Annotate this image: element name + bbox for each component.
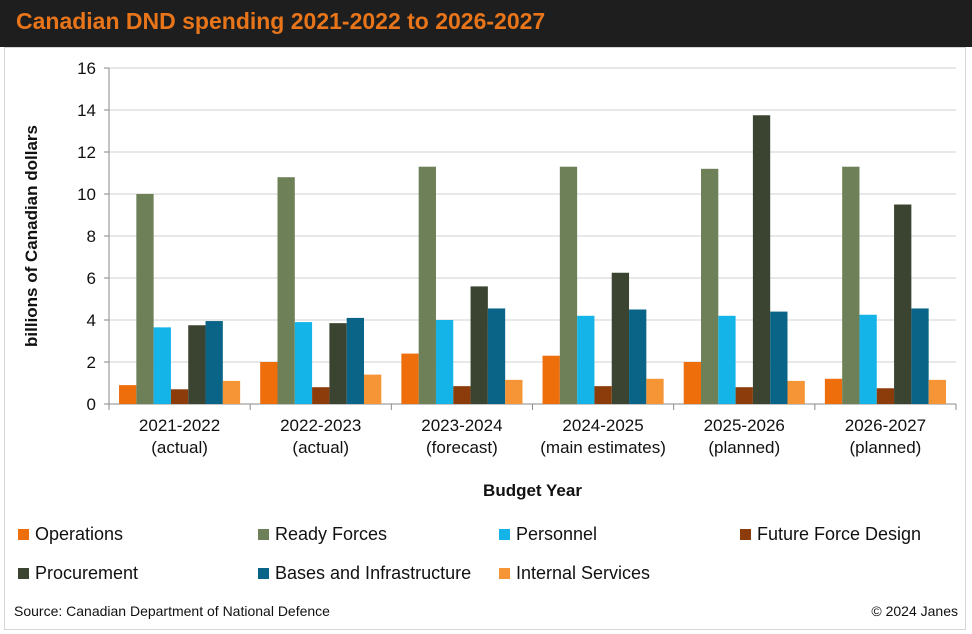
bar-bases-and-infrastructure xyxy=(629,309,647,404)
legend-swatch xyxy=(499,529,510,540)
legend-swatch xyxy=(740,529,751,540)
bar-ready-forces xyxy=(842,166,860,404)
legend-label: Procurement xyxy=(35,563,139,583)
legend-label: Bases and Infrastructure xyxy=(275,563,472,583)
bar-procurement xyxy=(611,272,630,404)
bar-operations xyxy=(401,353,419,404)
x-axis-title: Budget Year xyxy=(483,481,582,500)
x-tick-label: (main estimates) xyxy=(540,438,666,457)
legend-swatch xyxy=(18,529,29,540)
bar-internal-services xyxy=(222,380,241,404)
source-note: Source: Canadian Department of National … xyxy=(14,603,330,619)
y-tick-label: 6 xyxy=(87,269,96,288)
x-tick-label: (actual) xyxy=(151,438,208,457)
bar-operations xyxy=(260,362,278,404)
copyright-note: © 2024 Janes xyxy=(871,603,958,619)
bar-operations xyxy=(542,355,560,404)
bar-ready-forces xyxy=(559,166,578,404)
bar-future-force-design xyxy=(594,386,612,404)
x-tick-label: 2024-2025 xyxy=(562,416,643,435)
bar-future-force-design xyxy=(735,387,753,404)
x-tick-label: (planned) xyxy=(850,438,922,457)
bar-procurement xyxy=(188,325,206,404)
bar-personnel xyxy=(577,315,595,404)
bar-internal-services xyxy=(505,379,523,404)
bar-personnel xyxy=(153,327,171,404)
bar-ready-forces xyxy=(418,166,436,404)
bar-ready-forces xyxy=(136,194,154,404)
legend-label: Future Force Design xyxy=(757,524,922,544)
bar-internal-services xyxy=(787,380,805,404)
legend-item: Personnel xyxy=(499,524,597,545)
legend-item: Future Force Design xyxy=(740,524,921,545)
y-tick-label: 14 xyxy=(77,101,96,120)
bar-future-force-design xyxy=(312,387,330,404)
bar-ready-forces xyxy=(277,177,295,404)
bar-personnel xyxy=(718,315,736,404)
bar-bases-and-infrastructure xyxy=(487,308,506,404)
y-tick-label: 10 xyxy=(77,185,96,204)
legend-swatch xyxy=(258,568,269,579)
legend-item: Bases and Infrastructure xyxy=(258,563,471,584)
bar-future-force-design xyxy=(170,389,189,404)
bar-internal-services xyxy=(364,374,382,404)
bar-bases-and-infrastructure xyxy=(346,317,364,404)
legend-item: Operations xyxy=(18,524,123,545)
x-tick-label: 2026-2027 xyxy=(845,416,926,435)
bar-procurement xyxy=(894,204,912,404)
bar-personnel xyxy=(859,314,877,404)
x-tick-label: 2021-2022 xyxy=(139,416,220,435)
bar-bases-and-infrastructure xyxy=(205,321,223,404)
legend-item: Procurement xyxy=(18,563,138,584)
x-tick-label: 2022-2023 xyxy=(280,416,361,435)
x-tick-label: 2023-2024 xyxy=(421,416,502,435)
bar-operations xyxy=(683,362,701,404)
bar-internal-services xyxy=(646,378,664,404)
bar-ready-forces xyxy=(701,168,719,404)
y-axis-title: billions of Canadian dollars xyxy=(22,125,41,347)
y-tick-label: 2 xyxy=(87,353,96,372)
x-tick-label: (planned) xyxy=(708,438,780,457)
legend-swatch xyxy=(258,529,269,540)
y-tick-label: 4 xyxy=(87,311,96,330)
x-tick-label: (actual) xyxy=(292,438,349,457)
x-tick-label: 2025-2026 xyxy=(704,416,785,435)
bar-bases-and-infrastructure xyxy=(911,308,929,404)
chart-title: Canadian DND spending 2021-2022 to 2026-… xyxy=(16,8,546,34)
bar-internal-services xyxy=(928,379,946,404)
legend-swatch xyxy=(18,568,29,579)
bar-future-force-design xyxy=(876,388,895,404)
bar-bases-and-infrastructure xyxy=(770,311,788,404)
bar-operations xyxy=(824,378,843,404)
y-tick-label: 16 xyxy=(77,59,96,78)
legend-item: Internal Services xyxy=(499,563,650,584)
legend-label: Ready Forces xyxy=(275,524,388,544)
title-bar: Canadian DND spending 2021-2022 to 2026-… xyxy=(0,0,972,47)
x-tick-label: (forecast) xyxy=(426,438,498,457)
legend-label: Operations xyxy=(35,524,124,544)
y-tick-label: 0 xyxy=(87,395,96,414)
chart-frame xyxy=(4,47,966,630)
legend-label: Internal Services xyxy=(516,563,651,583)
bar-personnel xyxy=(294,322,313,404)
bar-personnel xyxy=(435,320,454,404)
y-tick-label: 8 xyxy=(87,227,96,246)
bar-operations xyxy=(119,385,137,404)
legend-label: Personnel xyxy=(516,524,598,544)
bar-procurement xyxy=(752,115,771,404)
bar-procurement xyxy=(470,286,488,404)
bar-future-force-design xyxy=(453,386,471,404)
y-tick-label: 12 xyxy=(77,143,96,162)
bar-procurement xyxy=(329,323,347,404)
legend-item: Ready Forces xyxy=(258,524,387,545)
legend-swatch xyxy=(499,568,510,579)
